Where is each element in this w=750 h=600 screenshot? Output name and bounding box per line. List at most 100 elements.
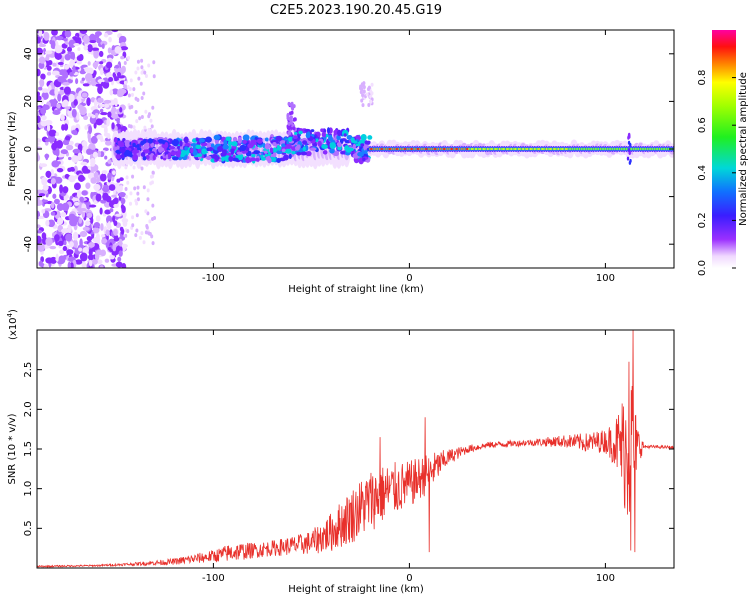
heatmap-cell xyxy=(85,220,91,227)
heatmap-cell xyxy=(416,148,420,150)
colorbar-tick-label-0: 0.0 xyxy=(697,260,708,276)
heatmap-cell xyxy=(594,148,597,150)
heatmap-cell xyxy=(86,97,91,107)
heatmap-cell xyxy=(82,226,90,231)
heatmap-cell xyxy=(628,150,631,155)
heatmap-cell xyxy=(38,215,45,220)
heatmap-cell xyxy=(37,111,40,116)
heatmap-cell xyxy=(632,148,635,150)
heatmap-cell xyxy=(118,142,125,148)
heatmap-cell xyxy=(221,149,227,154)
heatmap-cell xyxy=(559,148,562,150)
heatmap-cell xyxy=(340,150,346,155)
heatmap-cell xyxy=(120,55,125,60)
heatmap-cell xyxy=(150,180,154,185)
heatmap-cell xyxy=(45,237,53,246)
heatmap-cell xyxy=(322,150,328,155)
heatmap-cell xyxy=(104,258,110,263)
heatmap-cell xyxy=(61,228,69,234)
heatmap-cell xyxy=(38,30,43,37)
heatmap-cell xyxy=(47,59,53,66)
heatmap-cell xyxy=(63,99,69,107)
heatmap-cell xyxy=(47,219,56,228)
heatmap-cell xyxy=(123,80,127,85)
heatmap-cell xyxy=(63,196,68,201)
heatmap-cell xyxy=(406,148,409,150)
spectrogram-y-tick-label-4: 40 xyxy=(23,47,34,60)
heatmap-cell xyxy=(88,125,93,135)
heatmap-cell xyxy=(450,148,454,150)
heatmap-cell xyxy=(613,148,616,150)
heatmap-cell xyxy=(151,105,155,110)
heatmap-cell xyxy=(106,133,111,140)
heatmap-cell xyxy=(502,148,505,150)
heatmap-cell xyxy=(98,50,104,58)
heatmap-cell xyxy=(606,148,609,150)
heatmap-cell xyxy=(148,219,152,224)
heatmap-cell xyxy=(113,197,119,205)
heatmap-cell xyxy=(97,150,102,158)
heatmap-cell xyxy=(446,148,449,150)
heatmap-cell xyxy=(81,77,85,82)
heatmap-cell xyxy=(359,84,363,89)
heatmap-cell xyxy=(105,140,112,146)
heatmap-cell xyxy=(142,156,147,161)
heatmap-cell xyxy=(287,126,291,131)
heatmap-cell xyxy=(107,172,112,180)
heatmap-cell xyxy=(83,169,91,174)
heatmap-cell xyxy=(76,112,80,121)
heatmap-cell xyxy=(81,140,88,147)
heatmap-cell xyxy=(42,184,49,191)
heatmap-cell xyxy=(37,68,41,77)
heatmap-cell xyxy=(361,93,365,98)
heatmap-cell xyxy=(413,148,416,150)
heatmap-cell xyxy=(91,259,98,265)
heatmap-cell xyxy=(541,148,544,150)
heatmap-cell xyxy=(255,157,260,162)
heatmap-cell xyxy=(60,114,65,122)
heatmap-cell xyxy=(116,178,121,183)
heatmap-cell xyxy=(629,158,632,163)
heatmap-cell xyxy=(296,151,302,156)
heatmap-cell xyxy=(142,185,146,190)
heatmap-cell xyxy=(99,61,104,65)
heatmap-cell xyxy=(180,153,185,158)
heatmap-cell xyxy=(68,93,75,103)
heatmap-cell xyxy=(482,148,486,150)
heatmap-cell xyxy=(37,36,41,44)
heatmap-cell xyxy=(285,143,292,149)
heatmap-cell xyxy=(146,197,150,202)
heatmap-cell xyxy=(101,170,108,175)
heatmap-cell xyxy=(99,67,104,76)
heatmap-cell xyxy=(242,134,250,141)
heatmap-cell xyxy=(337,129,342,137)
snr-y-multiplier-close: ) xyxy=(8,309,19,313)
heatmap-cell xyxy=(144,230,148,235)
heatmap-cell xyxy=(123,60,127,65)
heatmap-cell xyxy=(362,89,366,94)
heatmap-cell xyxy=(86,148,93,155)
heatmap-cell xyxy=(170,151,177,156)
heatmap-cell xyxy=(264,142,271,150)
heatmap-cell xyxy=(154,141,159,145)
heatmap-cell xyxy=(184,143,191,147)
heatmap-cell xyxy=(50,178,56,185)
heatmap-cell xyxy=(64,64,70,70)
heatmap-cell xyxy=(57,61,64,66)
heatmap-cell xyxy=(63,123,69,131)
heatmap-cell xyxy=(108,36,112,43)
heatmap-cell xyxy=(100,112,108,116)
heatmap-cell xyxy=(88,242,95,248)
heatmap-cell xyxy=(105,215,113,224)
heatmap-cell xyxy=(549,148,552,150)
heatmap-cell xyxy=(140,95,144,100)
heatmap-cell xyxy=(74,259,83,265)
heatmap-cell xyxy=(507,148,510,150)
heatmap-cell xyxy=(50,176,57,180)
heatmap-cell xyxy=(142,240,146,245)
heatmap-cell xyxy=(211,154,218,159)
heatmap-cell xyxy=(38,62,45,69)
heatmap-cell xyxy=(289,102,293,107)
heatmap-cell xyxy=(100,81,105,87)
heatmap-cell xyxy=(99,103,106,108)
